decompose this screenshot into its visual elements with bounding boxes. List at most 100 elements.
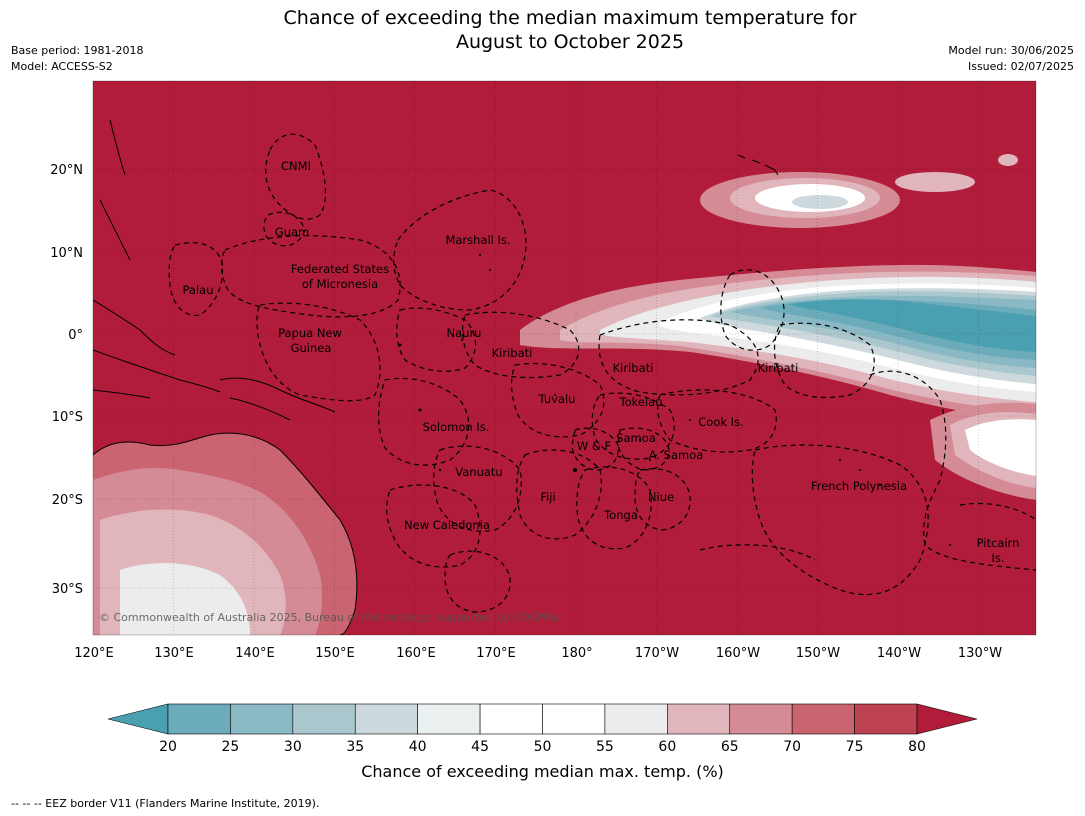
coastlines [93,119,336,421]
graticule [93,81,1036,635]
colorbar-tick: 80 [908,739,926,755]
label-pitcairn-2: Is. [991,551,1004,565]
colorbar-segment [354,703,418,735]
cool-anomaly-tongue [520,264,1036,420]
base-period: Base period: 1981-2018 [11,44,144,57]
colorbar-tick: 45 [471,739,489,755]
colorbar-tick: 75 [846,739,864,755]
lat-tick: 20°N [50,163,83,178]
model-run: Model run: 30/06/2025 [948,44,1074,57]
lat-tick: 0° [68,328,83,343]
label-tonga: Tonga [603,508,638,522]
hawaii-cool-patch [700,154,1018,228]
eez-footnote: -- -- -- EEZ border V11 (Flanders Marine… [11,797,320,810]
label-tuvalu: Tuvalu [538,392,576,406]
colorbar-tick: 35 [346,739,364,755]
colorbar-segment [667,703,731,735]
lon-tick-labels: 120°E 130°E 140°E 150°E 160°E 170°E 180°… [74,646,1002,661]
model-name: Model: ACCESS-S2 [11,60,113,73]
colorbar-tick: 55 [596,739,614,755]
colorbar-tick: 30 [284,739,302,755]
lon-tick: 180° [561,646,592,661]
label-kiribati-central: Kiribati [613,361,654,375]
lat-tick: 10°S [52,410,83,425]
label-french-polynesia: French Polynesia [811,479,907,493]
label-cnmi: CNMI [281,159,311,173]
label-vanuatu: Vanuatu [455,465,502,479]
colorbar-tick: 25 [222,739,240,755]
label-wf: W & F [577,439,611,453]
meta-right: Model run: 30/06/2025 Issued: 02/07/2025 [948,43,1074,75]
label-fsm-2: of Micronesia [302,277,378,291]
colorbar-segment [729,703,793,735]
label-tokelau: Tokelau [619,395,663,409]
label-new-caledonia: New Caledonia [404,518,490,532]
colorbar-segment [167,703,231,735]
meta-left: Base period: 1981-2018 Model: ACCESS-S2 [11,43,143,75]
lat-tick-labels: 20°N 10°N 0° 10°S 20°S 30°S [50,163,83,597]
lon-tick: 130°E [154,646,194,661]
colorbar-tick: 50 [534,739,552,755]
colorbar-segment [479,703,543,735]
lon-tick: 140°E [235,646,275,661]
eez-borders [168,133,1036,613]
map-frame [92,80,1037,636]
colorbar-extend-low [107,703,169,735]
lat-tick: 20°S [52,493,83,508]
label-samoa: Samoa [616,431,656,445]
colorbar-tick: 40 [409,739,427,755]
lon-tick: 160°E [396,646,436,661]
label-kiribati-west: Kiribati [492,346,533,360]
lon-tick: 170°W [635,646,679,661]
colorbar-tick: 65 [721,739,739,755]
label-niue: Niue [648,490,674,504]
colorbar-segment [791,703,855,735]
label-palau: Palau [183,283,214,297]
label-png-1: Papua New [278,326,342,340]
colorbar-tick-labels: 20 25 30 35 40 45 50 55 60 65 70 75 80 [159,739,926,755]
colorbar-extend-high [916,703,978,735]
title-line-1: Chance of exceeding the median maximum t… [283,7,857,29]
label-nauru: Nauru [447,326,482,340]
hawaii-islands [737,154,779,176]
lon-tick: 170°E [476,646,516,661]
copyright: © Commonwealth of Australia 2025, Bureau… [99,611,562,624]
colorbar-tick: 20 [159,739,177,755]
issued-date: Issued: 02/07/2025 [967,60,1074,73]
lon-tick: 150°W [796,646,840,661]
label-fsm-1: Federated States [291,262,389,276]
colorbar-tick: 70 [783,739,801,755]
colorbar-segment [230,703,294,735]
lon-tick: 150°E [315,646,355,661]
lon-tick: 130°W [958,646,1002,661]
colorbar-segment [292,703,356,735]
colorbar-segment [854,703,918,735]
label-pitcairn-1: Pitcairn [977,536,1020,550]
lat-tick: 10°N [50,246,83,261]
label-fiji: Fiji [540,490,555,504]
colorbar-tick: 60 [658,739,676,755]
colorbar-segment [604,703,668,735]
region-labels: CNMI Guam Marshall Is. Federated States … [183,159,1020,565]
label-marshall: Marshall Is. [445,233,510,247]
label-solomon: Solomon Is. [423,420,490,434]
colorbar-label: Chance of exceeding median max. temp. (%… [361,762,724,781]
colorbar [107,703,978,735]
label-a-samoa: A. Samoa [649,448,704,462]
colorbar-segment [417,703,481,735]
title-line-2: August to October 2025 [455,31,685,53]
chart-title: Chance of exceeding the median maximum t… [0,6,1085,54]
lon-tick: 160°W [716,646,760,661]
lat-tick: 30°S [52,582,83,597]
label-png-2: Guinea [291,341,332,355]
lon-tick: 140°W [877,646,921,661]
southeast-cool-patch [930,402,1036,500]
label-guam: Guam [275,225,309,239]
islands [398,254,951,546]
label-kiribati-east: Kiribati [758,361,799,375]
australia-landmass [93,432,358,635]
lon-tick: 120°E [74,646,114,661]
colorbar-segment [542,703,606,735]
label-cook: Cook Is. [698,415,743,429]
